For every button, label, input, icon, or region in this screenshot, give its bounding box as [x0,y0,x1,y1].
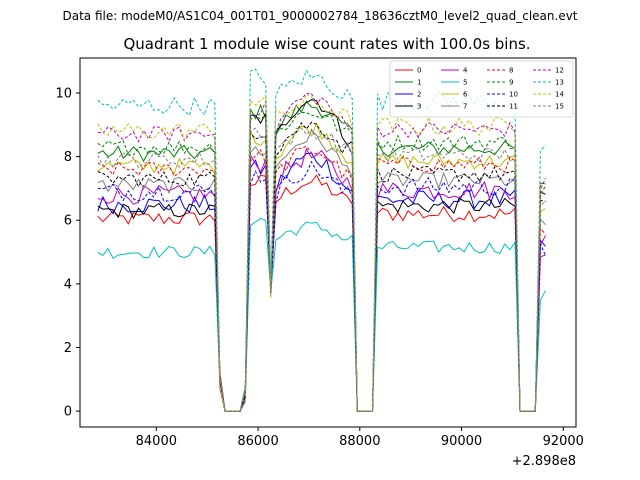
legend-label-13: 13 [555,79,564,87]
x-tick-label: 84000 [136,434,177,449]
y-tick-label: 6 [64,214,72,229]
series-line-14 [97,93,546,412]
plot-frame [79,57,577,428]
y-tick-label: 4 [64,277,72,292]
series-line-11 [97,121,546,412]
series-line-15 [97,127,546,412]
legend-label-4: 4 [463,67,468,75]
series-line-9 [97,111,546,412]
legend-label-8: 8 [509,67,513,75]
x-tick-label: 90000 [441,434,482,449]
legend-label-3: 3 [417,103,421,111]
figure-suptitle: Data file: modeM0/AS1C04_001T01_90000027… [62,9,577,23]
series-line-13 [97,68,546,412]
legend-label-0: 0 [417,67,421,75]
series-line-6 [97,122,546,412]
x-tick-label: 86000 [237,434,278,449]
legend-label-2: 2 [417,91,421,99]
series-line-4 [97,147,546,412]
legend-label-15: 15 [555,103,564,111]
y-axis: 0 2 4 6 8 10 [55,86,80,420]
legend-label-9: 9 [509,79,513,87]
legend-label-7: 7 [463,103,467,111]
legend-label-11: 11 [509,103,518,111]
legend-label-1: 1 [417,79,421,87]
y-tick-label: 0 [64,405,72,420]
x-axis: 84000 86000 88000 90000 92000 [136,427,584,449]
series-line-10 [97,160,546,412]
series-line-5 [97,217,546,412]
plot-lines [97,68,546,412]
legend-box [389,60,574,118]
x-offset-label: +2.898e8 [512,454,576,469]
series-line-3 [97,99,546,412]
series-line-1 [97,100,546,412]
legend-label-12: 12 [555,67,564,75]
x-tick-label: 88000 [339,434,380,449]
series-line-12 [97,92,546,412]
legend-label-6: 6 [463,91,468,99]
y-tick-label: 8 [64,150,72,165]
series-line-0 [97,174,546,412]
y-tick-label: 2 [64,341,72,356]
series-line-7 [97,129,546,412]
chart-title: Quadrant 1 module wise count rates with … [123,35,530,53]
series-line-2 [97,152,546,412]
series-line-8 [97,145,546,412]
legend-label-14: 14 [555,91,564,99]
y-tick-label: 10 [55,86,72,101]
legend-label-10: 10 [509,91,518,99]
x-tick-label: 92000 [543,434,584,449]
legend-label-5: 5 [463,79,467,87]
